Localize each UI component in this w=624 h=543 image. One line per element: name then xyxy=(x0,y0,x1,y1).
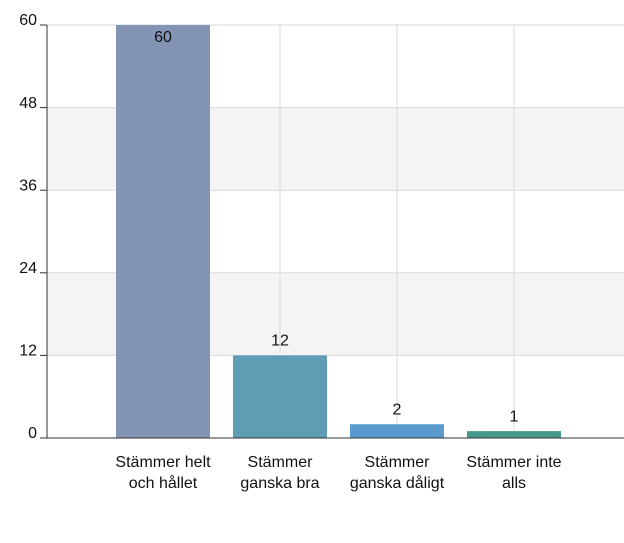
bar xyxy=(350,424,444,438)
bar xyxy=(116,25,210,438)
y-tick-label: 24 xyxy=(19,260,37,277)
x-tick-label: Stämmer inte alls xyxy=(466,454,562,492)
value-label: 12 xyxy=(271,333,289,350)
x-tick-label: Stämmer ganska dåligt xyxy=(349,454,445,492)
y-tick-label: 12 xyxy=(19,343,37,360)
y-tick-label: 36 xyxy=(19,177,37,194)
y-tick-label: 60 xyxy=(19,12,37,29)
value-label: 60 xyxy=(154,29,172,46)
bar xyxy=(233,355,327,438)
value-label: 1 xyxy=(510,408,519,425)
y-tick-label: 0 xyxy=(28,425,37,442)
x-tick-label: Stämmer helt och hållet xyxy=(115,454,211,492)
x-tick-label: Stämmer ganska bra xyxy=(240,454,320,492)
y-tick-label: 48 xyxy=(19,95,37,112)
value-label: 2 xyxy=(393,401,402,418)
bar xyxy=(467,431,561,438)
